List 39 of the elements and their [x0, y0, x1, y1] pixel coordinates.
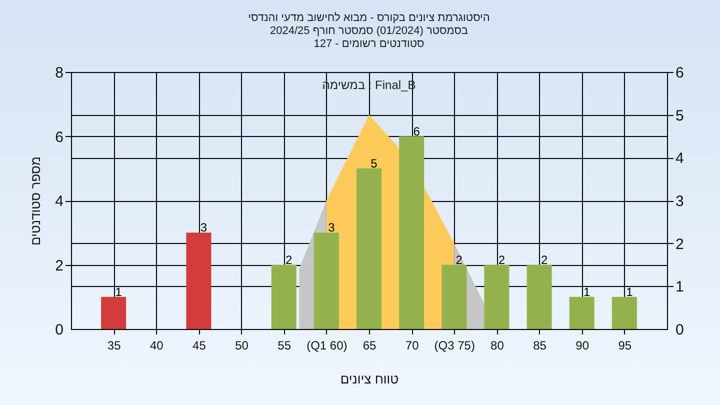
x-tick-label: 40	[150, 338, 164, 352]
y2-tick-label: 1	[676, 278, 684, 296]
y2-tick-label: 0	[676, 322, 684, 338]
data-label: 1	[115, 284, 122, 299]
data-label: 1	[626, 284, 634, 299]
x-tick-label: 85	[533, 338, 547, 352]
data-label: 3	[200, 220, 208, 235]
y-tick-label: 2	[55, 257, 64, 274]
y-tick-label: 0	[55, 322, 64, 338]
data-label: 6	[413, 124, 420, 138]
x-tick-label: 35	[107, 338, 122, 352]
x-tick-label: 95	[618, 338, 632, 352]
y-tick-label: 4	[55, 193, 64, 210]
x-axis-title: טווח ציונים	[340, 372, 399, 386]
x-tick-label: 65	[362, 338, 376, 352]
y2-tick-label: 4	[676, 150, 684, 168]
y-axis-title: מספר סטודנטים	[28, 156, 44, 246]
x-tick-label: 55	[278, 338, 292, 352]
x-tick-label: 80	[490, 338, 504, 352]
x-tick-label: 50	[235, 338, 249, 352]
x-tick-label: 90	[576, 338, 590, 352]
data-label: 2	[456, 252, 463, 267]
x-tick-label: 70	[405, 338, 420, 352]
data-label: 2	[286, 252, 293, 267]
y2-tick-label: 2	[676, 236, 684, 253]
y-tick-label: 8	[55, 64, 64, 82]
y2-tick-label: 5	[676, 107, 684, 124]
data-label: 5	[370, 156, 378, 170]
x-tick-label: (Q1 60)	[306, 338, 348, 352]
data-label: 1	[584, 284, 591, 299]
x-tick-label: (Q3 75)	[434, 338, 475, 352]
y-tick-label: 6	[55, 128, 64, 146]
y2-tick-label: 6	[676, 64, 684, 82]
x-tick-label: 45	[192, 338, 206, 352]
data-label: 2	[540, 252, 548, 267]
data-label: 2	[498, 252, 506, 267]
y2-tick-label: 3	[676, 193, 684, 210]
chart-title: היסטוגרמת ציונים בקורס - מבוא לחישוב מדעי והנדסי בסמסטר (01/2024) סמסטר חורף 2024/25 סטודנטים רשומים - 127	[248, 12, 490, 50]
data-label: 3	[328, 220, 336, 235]
